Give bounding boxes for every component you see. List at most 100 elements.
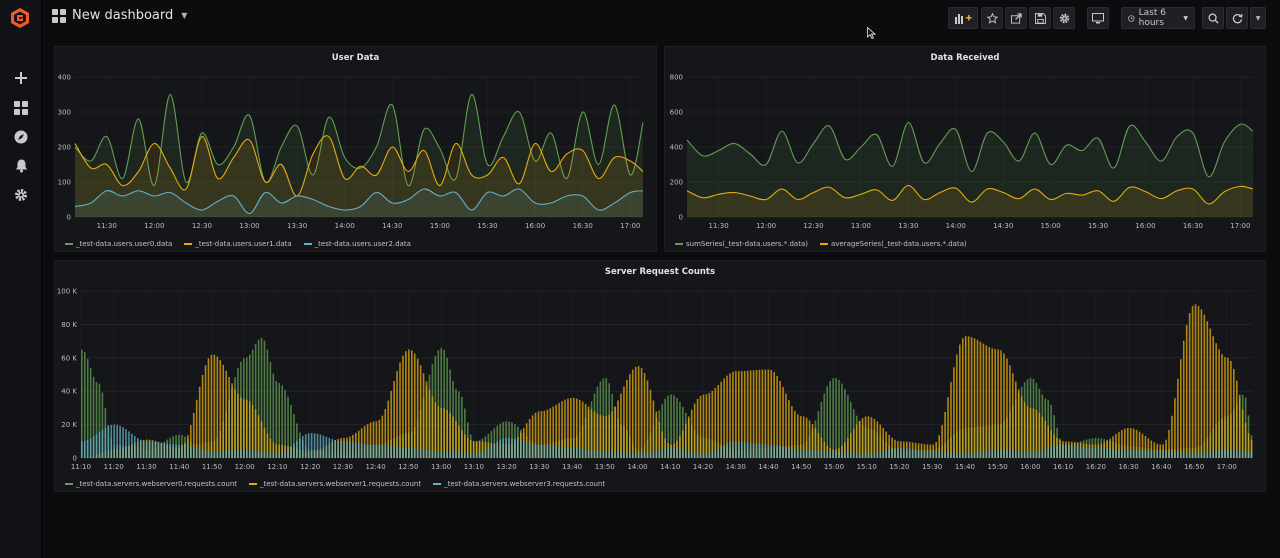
x-tick-label: 13:30 <box>287 222 307 230</box>
share-button[interactable] <box>1005 7 1027 29</box>
server-request-counts-panel[interactable]: Server Request Counts 0 20 K 40 K 60 K 80 K 1… <box>54 260 1266 492</box>
bar <box>979 451 982 458</box>
tv-mode-button[interactable] <box>1087 7 1109 29</box>
bar <box>1144 450 1147 458</box>
bar <box>399 362 401 458</box>
share-icon <box>1010 12 1022 24</box>
refresh-button[interactable] <box>1226 7 1248 29</box>
bar <box>408 349 410 458</box>
y-tick-label: 60 K <box>61 354 77 362</box>
star-button[interactable] <box>981 7 1003 29</box>
bar <box>791 448 793 458</box>
bar <box>263 340 266 458</box>
bar <box>210 354 213 458</box>
bar <box>1020 450 1023 458</box>
y-tick-label: 400 <box>58 74 71 82</box>
plus-icon[interactable] <box>11 68 31 88</box>
data-received-chart: 0 200 400 600 800 11:30 12:00 12:30 13:00 13:30 14… <box>670 74 1254 230</box>
data-received-panel[interactable]: Data Received 0 200 400 600 800 11:30 12:00 12:… <box>664 46 1266 252</box>
explore-compass-icon[interactable] <box>11 127 31 147</box>
bar <box>198 386 201 458</box>
bar <box>988 347 991 458</box>
bar <box>281 452 283 458</box>
bar <box>139 439 142 458</box>
bar <box>1112 448 1114 458</box>
bar <box>428 389 431 458</box>
legend-item[interactable]: _test-data.users.user0.data <box>65 240 172 248</box>
bar <box>1241 450 1244 458</box>
bar <box>243 449 245 458</box>
bar <box>764 369 767 458</box>
bar <box>475 452 478 458</box>
bar <box>1235 380 1238 458</box>
bar <box>549 445 552 458</box>
legend-item[interactable]: _test-data.users.user1.data <box>184 240 292 248</box>
bar <box>269 361 272 458</box>
add-panel-button[interactable] <box>948 7 978 29</box>
x-tick-label: 16:40 <box>1151 463 1171 471</box>
bar <box>201 449 204 458</box>
x-tick-label: 12:40 <box>366 463 386 471</box>
bar <box>251 450 254 458</box>
gear-icon[interactable] <box>11 185 31 205</box>
bar <box>1238 394 1241 458</box>
bar <box>575 398 578 458</box>
legend-item[interactable]: averageSeries(_test-data.users.*.data) <box>819 240 967 248</box>
bar <box>1150 450 1153 458</box>
time-range-picker[interactable]: Last 6 hours ▼ <box>1121 7 1195 29</box>
bar <box>1182 340 1185 458</box>
bar <box>101 429 104 458</box>
dashboard-picker[interactable]: New dashboard ▼ <box>52 8 187 23</box>
bar <box>620 393 622 458</box>
bar <box>1171 415 1173 458</box>
legend-item[interactable]: _test-data.servers.webserver1.requests.c… <box>249 480 421 488</box>
bar <box>293 443 295 458</box>
legend-item[interactable]: sumSeries(_test-data.users.*.data) <box>675 240 808 248</box>
save-button[interactable] <box>1029 7 1051 29</box>
refresh-interval-dropdown[interactable]: ▼ <box>1250 7 1266 29</box>
bar <box>578 399 581 458</box>
bar <box>1017 389 1020 458</box>
bar <box>649 451 652 458</box>
legend-item[interactable]: _test-data.users.user2.data <box>303 240 411 248</box>
bar <box>1215 343 1217 458</box>
bar <box>726 443 728 458</box>
bar <box>985 345 988 458</box>
bar <box>717 385 720 458</box>
bar <box>1171 451 1173 458</box>
bar <box>1206 451 1209 458</box>
bar <box>726 375 728 458</box>
bar <box>1091 447 1094 458</box>
legend-item[interactable]: _test-data.servers.webserver3.requests.c… <box>433 480 605 488</box>
zoom-out-button[interactable] <box>1202 7 1224 29</box>
bar <box>994 449 996 458</box>
bar <box>1159 444 1161 458</box>
dashboards-icon[interactable] <box>11 98 31 118</box>
bar <box>961 338 964 458</box>
bar <box>1159 451 1161 458</box>
bar <box>708 392 711 458</box>
bar <box>231 383 233 458</box>
grafana-logo-icon[interactable] <box>9 7 31 29</box>
bar <box>994 349 996 458</box>
bar <box>690 409 693 458</box>
legend-item[interactable]: _test-data.servers.webserver0.requests.c… <box>65 480 237 488</box>
bar <box>814 450 817 458</box>
bar <box>360 443 363 458</box>
bar <box>897 448 899 458</box>
bar <box>1227 449 1229 458</box>
x-tick-label: 15:10 <box>857 463 877 471</box>
bar <box>590 409 593 458</box>
bar <box>198 449 201 458</box>
alerting-bell-icon[interactable] <box>11 156 31 176</box>
bar <box>160 442 163 458</box>
bar <box>1212 336 1215 458</box>
x-tick-label: 12:10 <box>267 463 287 471</box>
bar <box>1197 452 1200 458</box>
user-data-panel[interactable]: User Data 0 100 200 300 400 11:30 12:00 12:30 13… <box>54 46 657 252</box>
bar <box>257 450 260 458</box>
legend: _test-data.servers.webserver0.requests.c… <box>65 480 605 488</box>
bar <box>1023 451 1026 458</box>
settings-button[interactable] <box>1053 7 1075 29</box>
bar <box>251 349 254 458</box>
